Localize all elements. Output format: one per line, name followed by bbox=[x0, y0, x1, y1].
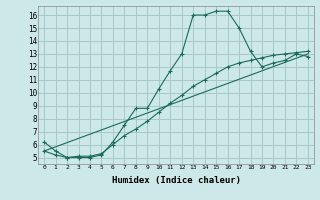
X-axis label: Humidex (Indice chaleur): Humidex (Indice chaleur) bbox=[111, 176, 241, 185]
